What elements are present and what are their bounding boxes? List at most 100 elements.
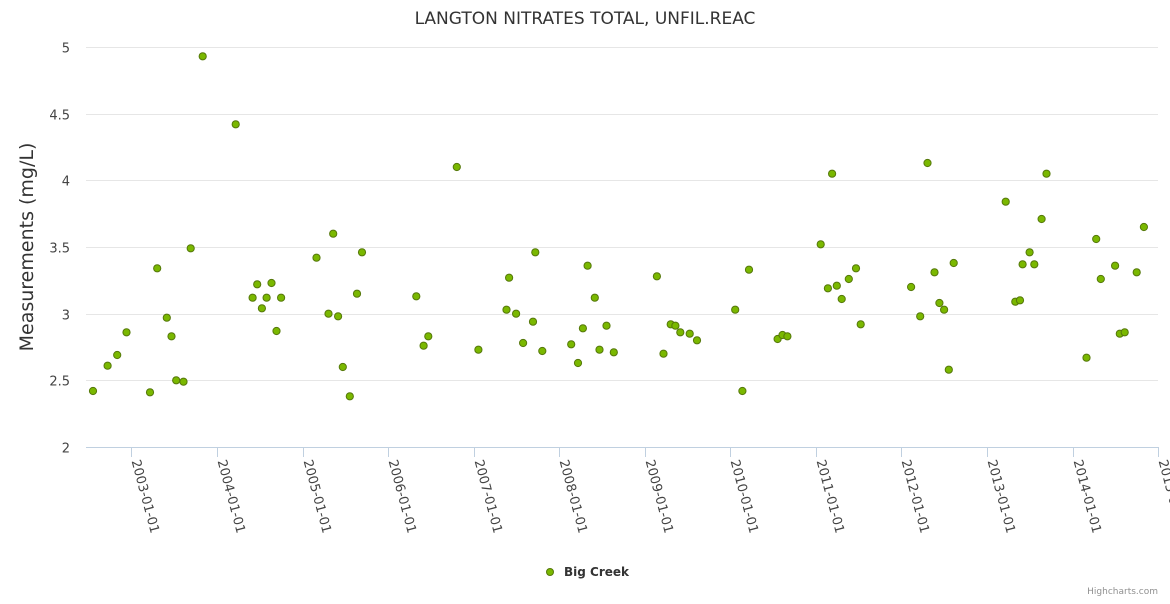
data-point[interactable] (412, 292, 421, 301)
data-point[interactable] (573, 358, 583, 368)
data-point[interactable] (1092, 234, 1101, 244)
data-point[interactable] (357, 248, 367, 257)
data-point[interactable] (602, 321, 611, 330)
data-point[interactable] (1001, 197, 1010, 206)
data-point[interactable] (828, 169, 837, 178)
data-point[interactable] (944, 365, 953, 374)
data-point[interactable] (179, 377, 188, 386)
y-tick-label: 3.5 (49, 242, 70, 257)
data-point[interactable] (856, 320, 865, 329)
data-points (88, 52, 1149, 401)
y-tick-label: 2.5 (49, 375, 70, 390)
data-point[interactable] (1025, 248, 1034, 257)
legend[interactable]: Big Creek (546, 565, 631, 579)
data-point[interactable] (685, 329, 694, 338)
data-point[interactable] (452, 162, 461, 172)
data-point[interactable] (590, 293, 599, 302)
data-point[interactable] (531, 248, 540, 257)
data-point[interactable] (816, 240, 825, 249)
data-point[interactable] (519, 338, 528, 348)
data-point[interactable] (262, 293, 271, 302)
data-point[interactable] (1030, 260, 1039, 269)
data-point[interactable] (1037, 214, 1046, 224)
data-point[interactable] (930, 268, 939, 277)
data-point[interactable] (186, 244, 195, 253)
data-point[interactable] (923, 158, 932, 168)
data-point[interactable] (324, 309, 333, 318)
data-point[interactable] (1042, 169, 1051, 178)
data-point[interactable] (198, 52, 207, 61)
data-point[interactable] (949, 258, 958, 268)
data-point[interactable] (312, 253, 321, 262)
data-point[interactable] (1018, 260, 1027, 269)
data-point[interactable] (103, 361, 112, 370)
data-point[interactable] (248, 293, 257, 302)
data-point[interactable] (502, 305, 511, 314)
data-point[interactable] (345, 392, 354, 401)
data-point[interactable] (277, 293, 286, 302)
data-point[interactable] (1111, 261, 1120, 270)
data-point[interactable] (272, 326, 281, 336)
data-point[interactable] (122, 328, 131, 337)
data-point[interactable] (907, 282, 916, 292)
data-point[interactable] (851, 264, 861, 273)
data-point[interactable] (609, 348, 618, 357)
data-point[interactable] (935, 298, 944, 308)
y-axis-title: Measurements (mg/L) (16, 143, 38, 352)
data-point[interactable] (692, 336, 702, 345)
data-point[interactable] (145, 388, 155, 397)
data-point[interactable] (329, 229, 338, 238)
data-point[interactable] (505, 273, 514, 282)
data-point[interactable] (474, 345, 483, 354)
data-point[interactable] (172, 376, 181, 385)
data-point[interactable] (940, 305, 949, 314)
data-point[interactable] (744, 265, 754, 274)
data-point[interactable] (783, 332, 792, 341)
data-point[interactable] (731, 305, 740, 314)
data-point[interactable] (231, 120, 240, 129)
data-point[interactable] (528, 317, 538, 326)
data-point[interactable] (334, 312, 343, 321)
data-point[interactable] (916, 312, 925, 321)
legend-label-big-creek[interactable]: Big Creek (564, 565, 630, 579)
data-point[interactable] (1082, 353, 1091, 362)
data-point[interactable] (1132, 268, 1141, 277)
y-tick-label: 3 (62, 309, 70, 324)
data-point[interactable] (113, 350, 122, 360)
data-point[interactable] (823, 284, 833, 293)
data-point[interactable] (832, 281, 841, 290)
data-point[interactable] (652, 272, 662, 281)
data-point[interactable] (844, 274, 853, 284)
data-point[interactable] (267, 278, 276, 288)
data-point[interactable] (738, 386, 747, 396)
data-point[interactable] (162, 313, 171, 322)
data-point[interactable] (538, 346, 547, 356)
data-point[interactable] (1139, 222, 1149, 232)
data-point[interactable] (153, 264, 162, 273)
data-point[interactable] (671, 321, 680, 330)
data-point[interactable] (578, 324, 588, 333)
data-point[interactable] (659, 349, 668, 358)
data-point[interactable] (424, 332, 433, 341)
data-point[interactable] (595, 345, 604, 354)
data-point[interactable] (583, 261, 592, 270)
data-point[interactable] (167, 332, 176, 341)
data-point[interactable] (1096, 274, 1105, 284)
credits-link[interactable]: Highcharts.com (1087, 587, 1158, 597)
data-point[interactable] (1120, 328, 1129, 337)
data-point[interactable] (419, 341, 428, 350)
data-point[interactable] (253, 280, 262, 289)
y-axis-ticks: 2 2.5 3 3.5 4 4.5 5 (49, 42, 70, 457)
data-point[interactable] (676, 328, 685, 337)
data-point[interactable] (837, 294, 846, 304)
data-point[interactable] (567, 340, 576, 349)
data-point[interactable] (257, 304, 266, 313)
grid-lines (86, 47, 1158, 448)
data-point[interactable] (1015, 296, 1025, 305)
data-point[interactable] (512, 309, 521, 318)
data-point[interactable] (352, 289, 362, 298)
data-point[interactable] (88, 386, 98, 396)
data-point[interactable] (338, 362, 347, 372)
